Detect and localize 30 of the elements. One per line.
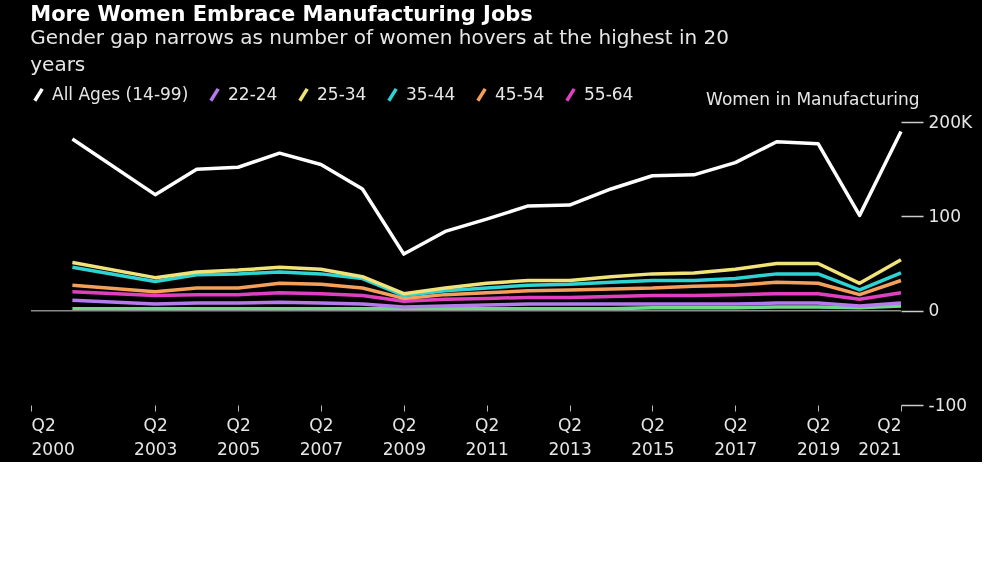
line-series bbox=[70, 278, 903, 301]
legend-label: All Ages (14-99) bbox=[52, 83, 189, 104]
x-tick-label: Q2 2009 bbox=[382, 414, 426, 459]
line-series bbox=[70, 265, 903, 298]
chart-subtitle: Gender gap narrows as number of women hovers at the highest in 20 years bbox=[30, 25, 730, 76]
y-tick-label: 0 bbox=[928, 300, 940, 321]
x-tick-label: Q2 2019 bbox=[796, 414, 841, 459]
x-tick-label: Q2 2007 bbox=[299, 414, 344, 459]
chart-title: More Women Embrace Manufacturing Jobs bbox=[30, 2, 533, 26]
legend-label: 22-24 bbox=[228, 83, 278, 104]
y-tick-label: 200K bbox=[928, 111, 973, 132]
legend-label: 25-34 bbox=[317, 83, 367, 104]
legend-label: 35-44 bbox=[406, 83, 456, 104]
line-series bbox=[70, 290, 903, 303]
x-tick-label: Q2 2005 bbox=[216, 414, 261, 459]
x-tick-label: Q2 2017 bbox=[714, 414, 758, 459]
x-tick-label: Q2 2015 bbox=[631, 414, 675, 459]
y-tick-label: -100 bbox=[928, 394, 968, 415]
line-series bbox=[70, 129, 903, 256]
line-series bbox=[70, 257, 903, 296]
y-tick-label: 100 bbox=[928, 205, 961, 226]
legend-label: 55-64 bbox=[584, 83, 634, 104]
x-tick-label: Q2 2000 bbox=[31, 414, 75, 459]
line-series bbox=[70, 298, 903, 309]
x-tick-label: Q2 2021 bbox=[858, 414, 902, 459]
y-axis-title: Women in Manufacturing bbox=[706, 88, 920, 109]
legend-label: 45-54 bbox=[495, 83, 545, 104]
x-tick-label: Q2 2011 bbox=[465, 414, 509, 459]
x-tick-label: Q2 2013 bbox=[548, 414, 592, 459]
x-tick-label: Q2 2003 bbox=[134, 414, 178, 459]
